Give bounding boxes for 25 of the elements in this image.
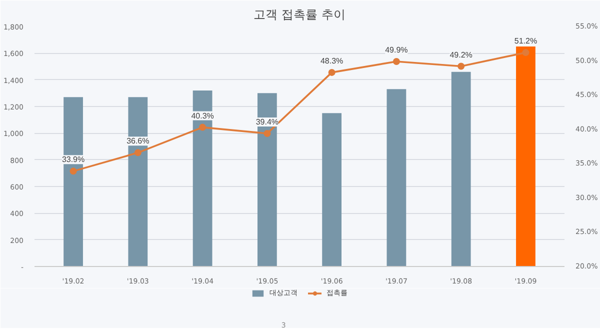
data-label: 51.2% [514,36,538,46]
bar [322,113,342,266]
bar [64,97,83,266]
point [134,149,142,156]
data-label: 48.3% [320,56,344,66]
point [199,124,206,131]
data-label: 36.6% [126,136,150,146]
bar [257,93,277,266]
data-label: 40.3% [191,111,214,120]
bar [128,97,148,266]
bar [451,72,471,266]
bar [516,46,536,266]
data-label: 49.9% [385,45,408,54]
point [522,49,530,56]
bar [386,89,406,266]
point [264,130,271,137]
chart-title: 고객 접촉률 추이 [254,8,346,22]
data-label: 49.2% [450,50,472,60]
data-label: 33.9% [62,155,85,164]
point [458,62,465,70]
point [70,168,77,175]
bar [192,90,212,266]
point [392,58,400,65]
point [328,68,336,76]
data-label: 39.4% [256,117,279,126]
